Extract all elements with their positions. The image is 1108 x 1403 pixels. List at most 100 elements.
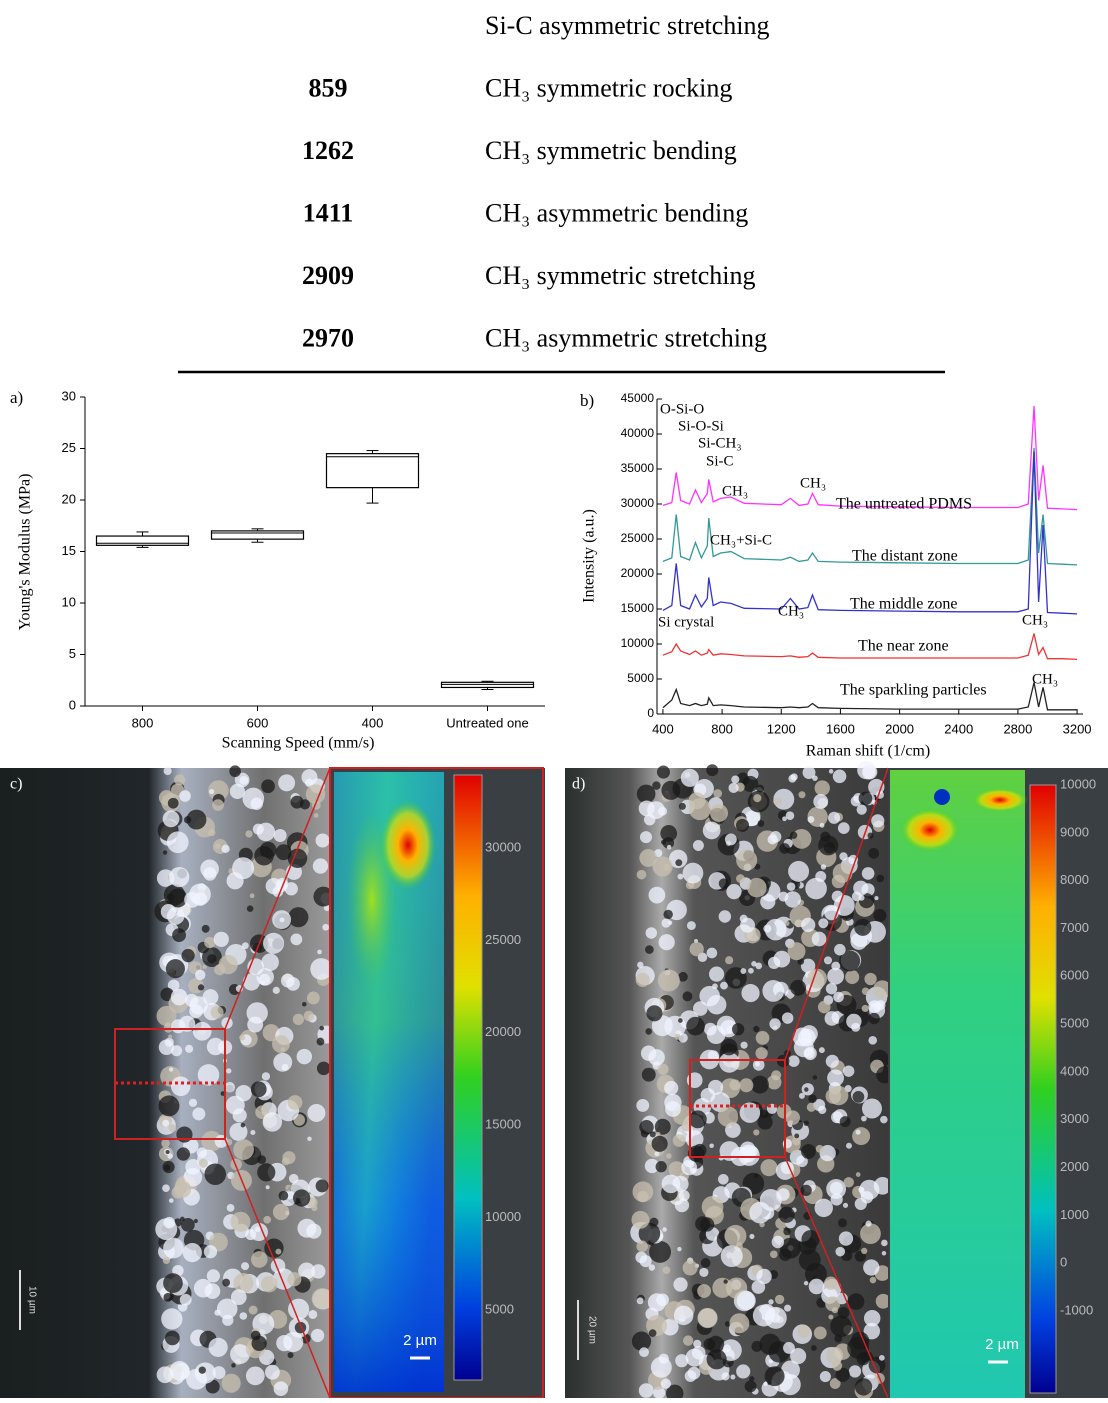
inset-scale-label: 2 µm (985, 1336, 1019, 1353)
speckle (667, 920, 673, 925)
speckle (695, 1216, 711, 1232)
speckle (168, 888, 188, 908)
y-tick-label: 0 (69, 697, 76, 712)
speckle (790, 979, 807, 996)
speckle (786, 882, 796, 891)
speckle (824, 1011, 840, 1026)
speckle (192, 1107, 206, 1121)
region-box (689, 1059, 786, 1158)
speckle (213, 931, 229, 947)
wavenumber: 1262 (302, 136, 354, 165)
speckle (176, 1147, 190, 1161)
speckle (170, 1076, 191, 1097)
speckle (762, 980, 785, 1002)
annotation: CH₃ (800, 475, 826, 491)
speckle (819, 1371, 831, 1383)
speckle (662, 1266, 671, 1275)
speckle (163, 1164, 171, 1171)
speckle (169, 1360, 190, 1381)
speckle (656, 1293, 669, 1307)
speckle (311, 1288, 333, 1310)
speckle (721, 1372, 730, 1381)
speckle (316, 1037, 325, 1046)
speckle (824, 1276, 838, 1290)
speckle (208, 828, 216, 837)
speckle (675, 1354, 689, 1368)
x-tick-label: Untreated one (446, 715, 528, 730)
speckle (310, 958, 333, 980)
speckle (767, 956, 781, 970)
speckle (818, 1105, 827, 1115)
colorbar-tick-label: 1000 (1060, 1207, 1089, 1222)
speckle (839, 1116, 851, 1128)
speckle (639, 831, 652, 844)
speckle (820, 864, 827, 870)
x-tick-label: 2400 (944, 721, 973, 736)
speckle (798, 791, 806, 799)
x-axis-title: Raman shift (1/cm) (806, 743, 930, 760)
panel-label: c) (10, 776, 22, 793)
speckle (635, 972, 650, 987)
y-tick-label: 10000 (621, 636, 655, 650)
speckle (171, 1019, 186, 1034)
speckle (740, 1041, 748, 1049)
spectrum (662, 451, 1078, 615)
speckle (871, 814, 885, 828)
speckle (688, 1110, 707, 1129)
speckle (168, 1124, 177, 1133)
speckle (257, 1163, 276, 1182)
speckle (706, 1349, 727, 1370)
speckle (641, 1067, 656, 1082)
x-tick-label: 800 (132, 715, 154, 730)
speckle (664, 1080, 679, 1096)
speckle (261, 779, 275, 794)
speckle (163, 1273, 183, 1293)
speckle (697, 1307, 718, 1329)
assignment: CH₃ asymmetric bending (485, 198, 748, 227)
speckle (788, 1055, 800, 1067)
speckle (310, 1328, 325, 1343)
speckle (837, 822, 850, 834)
colorbar-tick-label: 5000 (485, 1301, 514, 1316)
speckle (230, 1344, 250, 1365)
speckle (654, 1118, 671, 1135)
speckle (779, 1237, 801, 1259)
annotation: CH₃ (1032, 671, 1058, 687)
speckle (687, 1366, 701, 1380)
speckle (707, 1335, 725, 1353)
speckle (656, 1131, 661, 1137)
speckle (740, 968, 747, 974)
speckle (880, 1115, 888, 1124)
speckle (848, 1365, 862, 1378)
inset-scale-label: 2 µm (403, 1332, 437, 1349)
speckle (229, 765, 241, 778)
speckle (823, 956, 833, 965)
speckle (290, 933, 303, 946)
y-tick-label: 30000 (621, 496, 655, 510)
speckle (171, 1045, 183, 1057)
speckle (207, 954, 217, 964)
speckle (281, 1063, 289, 1071)
speckle (706, 947, 718, 959)
speckle (834, 943, 846, 956)
y-tick-label: 10 (62, 594, 76, 609)
speckle (204, 1163, 227, 1186)
y-tick-label: 25000 (621, 531, 655, 545)
speckle (760, 1159, 778, 1177)
x-tick-label: 400 (362, 715, 384, 730)
speckle (212, 1366, 226, 1380)
speckle (800, 1025, 818, 1043)
speckle (239, 775, 249, 785)
speckle (730, 1374, 736, 1380)
speckle (763, 1381, 768, 1386)
speckle (678, 1033, 688, 1043)
speckle (682, 862, 704, 884)
annotation: CH₃ (722, 483, 748, 499)
assignment: CH₃ symmetric stretching (485, 261, 755, 290)
speckle (644, 1158, 660, 1174)
speckle (226, 872, 244, 890)
speckle (636, 784, 656, 804)
speckle (639, 1120, 654, 1135)
speckle (881, 1239, 888, 1247)
speckle (648, 1049, 665, 1066)
